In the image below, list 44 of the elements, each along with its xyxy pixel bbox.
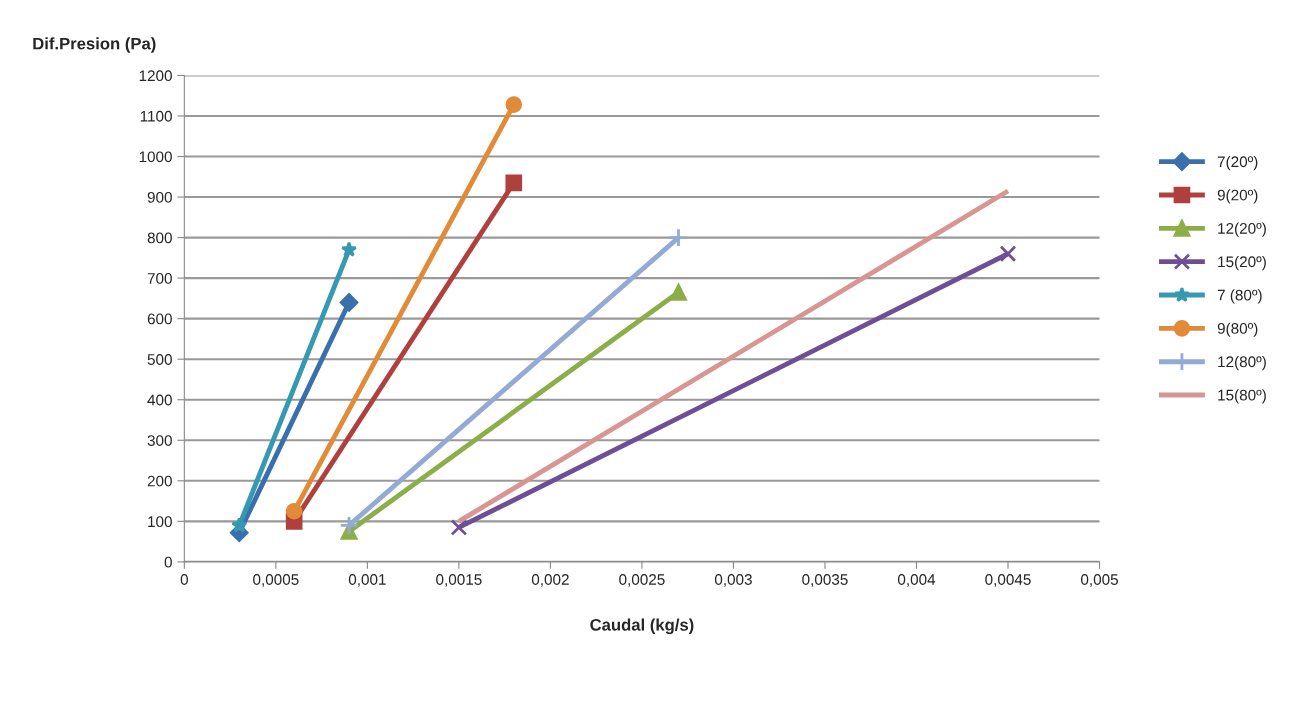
x-tick-label: 0,001 [348, 574, 386, 587]
legend-label: 7 (80º) [1217, 289, 1262, 304]
point [341, 241, 358, 257]
point [285, 502, 303, 520]
y-tick-label: 400 [147, 394, 172, 406]
x-tick-label: 0 [180, 574, 188, 585]
legend-label: 9(20º) [1217, 189, 1258, 204]
point [999, 245, 1017, 263]
x-tick-label: 0,0025 [619, 574, 665, 587]
x-tick-label: 0,005 [1081, 574, 1118, 587]
x-axis-title: Caudal (kg/s) [590, 618, 694, 635]
y-axis-title: Dif.Presion (Pa) [33, 37, 156, 53]
y-tick-label: 1000 [139, 151, 172, 163]
point [339, 293, 359, 312]
legend-label: 12(20º) [1218, 222, 1266, 237]
x-tick-label: 0,0015 [436, 574, 482, 587]
point [670, 283, 687, 301]
y-tick-label: 900 [147, 191, 172, 203]
point [505, 96, 523, 113]
legend-label: 12(80º) [1218, 355, 1266, 371]
legend-label: 15(20º) [1218, 255, 1266, 271]
legend-label: 15(80º) [1218, 389, 1266, 404]
y-tick-label: 500 [147, 354, 172, 365]
x-tick-label: 0,0005 [253, 574, 299, 587]
y-tick-label: 700 [147, 272, 172, 284]
legend-label: 7(20º) [1217, 155, 1258, 171]
y-tick-label: 1200 [139, 70, 172, 82]
y-tick-label: 300 [147, 435, 172, 446]
x-tick-label: 0,002 [531, 574, 569, 587]
y-tick-label: 600 [147, 313, 172, 325]
x-tick-label: 0,004 [897, 574, 936, 587]
point [668, 227, 689, 248]
point [339, 515, 359, 536]
y-tick-label: 0 [164, 556, 172, 568]
point [231, 517, 248, 533]
y-tick-label: 100 [148, 516, 172, 528]
x-tick-label: 0,0035 [802, 574, 848, 587]
y-tick-label: 1100 [140, 110, 172, 122]
legend-label: 9(80º) [1217, 322, 1258, 337]
y-tick-label: 200 [147, 475, 172, 487]
x-tick-label: 0,003 [714, 574, 752, 587]
x-tick-label: 0,0045 [985, 574, 1031, 587]
point [505, 174, 523, 192]
y-tick-label: 800 [147, 232, 172, 244]
